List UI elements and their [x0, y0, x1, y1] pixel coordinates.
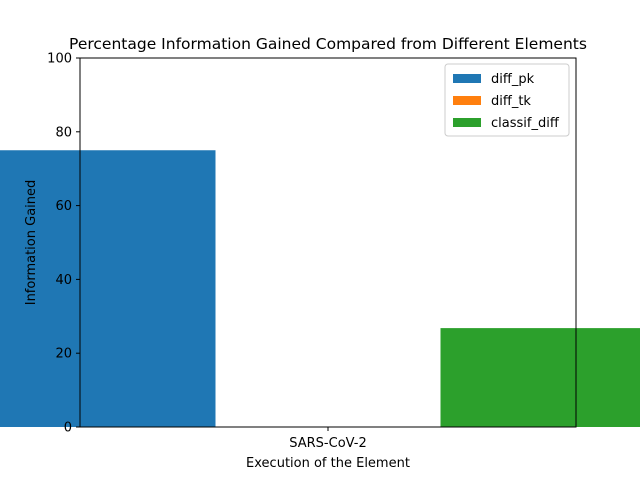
x-axis: SARS-CoV-2 [289, 427, 367, 451]
y-tick-label: 0 [64, 421, 72, 436]
x-axis-title: Execution of the Element [246, 456, 410, 471]
legend-label-diff_tk: diff_tk [491, 94, 531, 109]
legend-label-classif_diff: classif_diff [491, 116, 560, 131]
y-tick-label: 20 [55, 347, 72, 362]
bar-classif_diff [440, 328, 640, 427]
chart-title: Percentage Information Gained Compared f… [69, 35, 587, 53]
y-tick-label: 80 [55, 125, 72, 140]
y-tick-label: 60 [55, 199, 72, 214]
x-tick-label: SARS-CoV-2 [289, 436, 367, 451]
y-axis-title: Information Gained [24, 180, 39, 306]
bar-diff_pk [0, 150, 216, 427]
plot-frame [79, 57, 577, 428]
y-tick-label: 40 [55, 273, 72, 288]
legend-swatch-classif_diff [453, 118, 481, 127]
legend: diff_pk diff_tk classif_diff [444, 63, 570, 137]
legend-label-diff_pk: diff_pk [491, 72, 535, 87]
bars-group [0, 150, 640, 427]
legend-swatch-diff_pk [453, 74, 481, 83]
y-axis: 0 20 40 60 80 100 [47, 52, 80, 436]
legend-swatch-diff_tk [453, 96, 481, 105]
y-tick-label: 100 [47, 52, 72, 67]
